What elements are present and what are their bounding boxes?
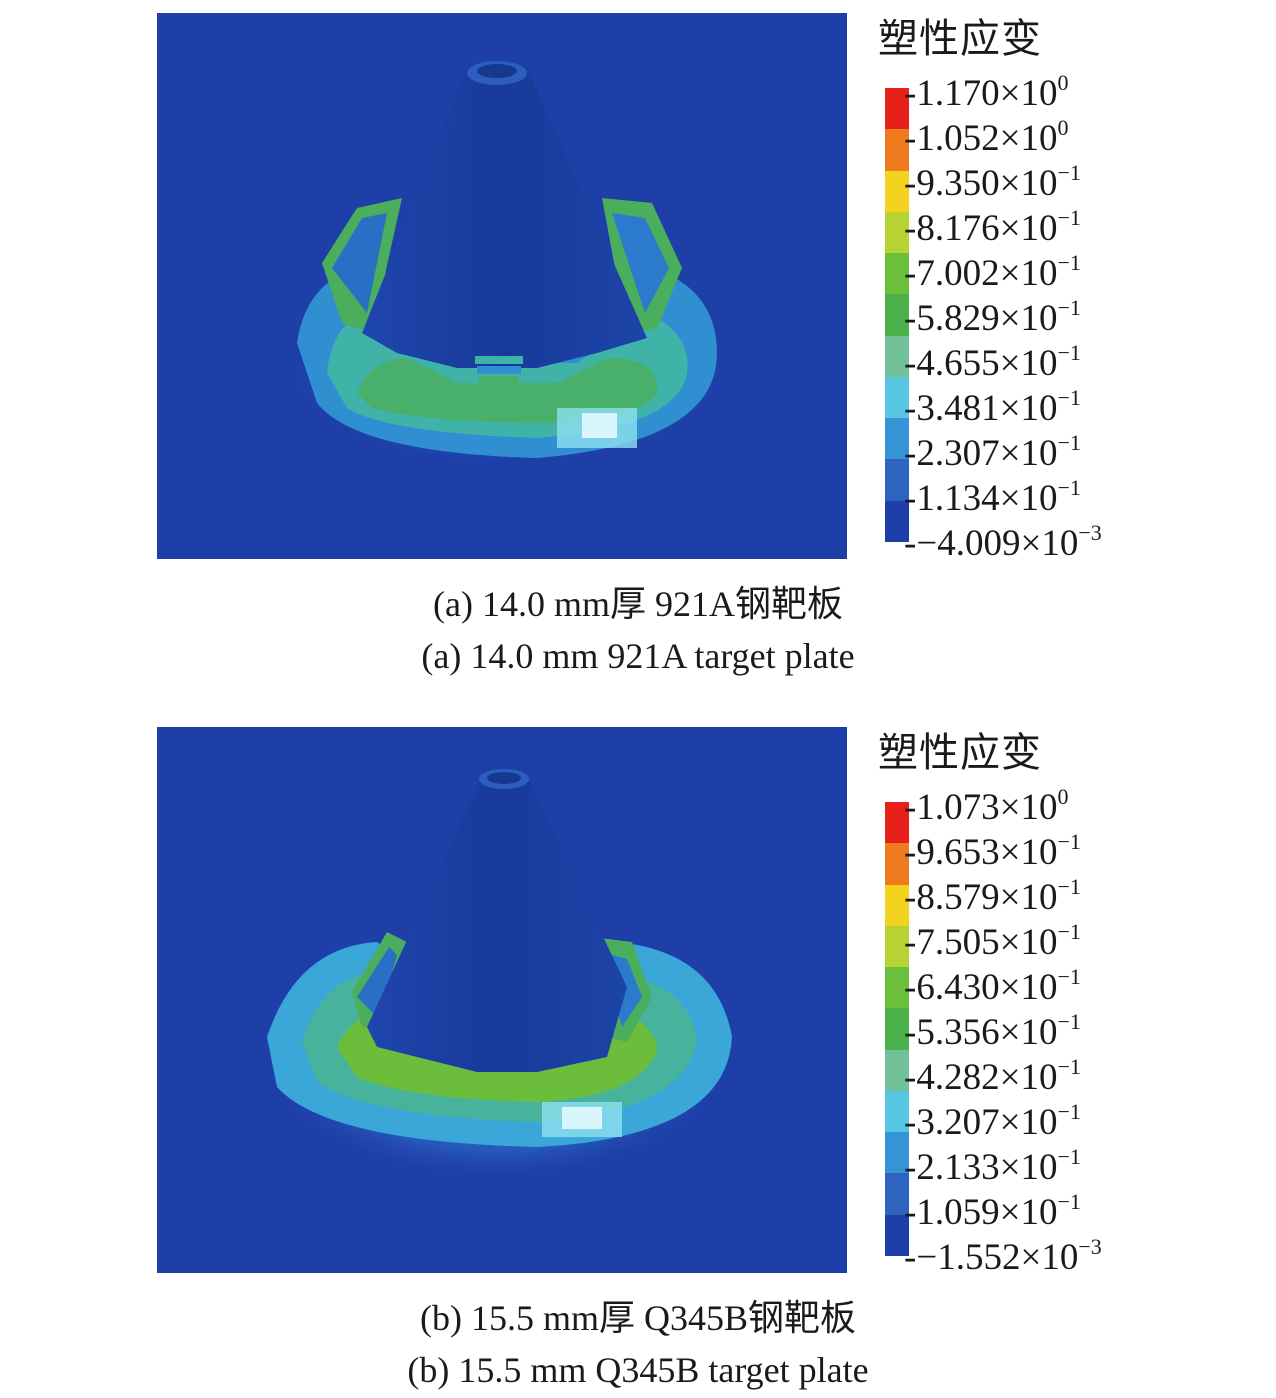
- caption-chinese: (b) 15.5 mm厚 Q345B钢靶板: [420, 1298, 856, 1338]
- colorbar-swatch: [885, 802, 909, 844]
- colorbar-tick-label: -3.481×10−1: [904, 385, 1081, 429]
- colorbar-tick-label: -9.653×10−1: [904, 829, 1081, 873]
- colorbar-tick-label: -5.356×10−1: [904, 1009, 1081, 1053]
- colorbar-swatch: [885, 1173, 909, 1215]
- colorbar-swatch: [885, 170, 909, 212]
- colorbar-swatch: [885, 376, 909, 419]
- caption-english: (b) 15.5 mm Q345B target plate: [407, 1350, 869, 1390]
- colorbar-tick-label: -6.430×10−1: [904, 964, 1081, 1008]
- colorbar-swatch: [885, 1049, 909, 1091]
- colorbar-swatch: [885, 335, 909, 377]
- colorbar-swatch: [885, 967, 909, 1009]
- colorbar-tick-label: -4.282×10−1: [904, 1054, 1081, 1098]
- colorbar: [885, 88, 909, 542]
- colorbar-tick-label: -2.307×10−1: [904, 430, 1081, 474]
- legend-title: 塑性应变: [878, 16, 1042, 62]
- colorbar-tick-label: -−1.552×10−3: [904, 1234, 1102, 1278]
- colorbar-tick-label: -8.176×10−1: [904, 205, 1081, 249]
- caption-english: (a) 14.0 mm 921A target plate: [421, 636, 855, 676]
- colorbar-swatch: [885, 253, 909, 295]
- colorbar-swatch: [885, 1132, 909, 1174]
- colorbar-swatch: [885, 843, 909, 885]
- colorbar-swatch: [885, 925, 909, 968]
- colorbar-tick-label: -7.002×10−1: [904, 250, 1081, 294]
- colorbar-tick-label: -7.505×10−1: [904, 919, 1081, 963]
- caption-chinese: (a) 14.0 mm厚 921A钢靶板: [433, 584, 843, 624]
- colorbar-swatch: [885, 1008, 909, 1050]
- colorbar-tick-label: -1.052×100: [904, 115, 1069, 159]
- colorbar-swatch: [885, 418, 909, 460]
- colorbar-swatch: [885, 88, 909, 130]
- colorbar-tick-label: -−4.009×10−3: [904, 520, 1102, 564]
- plastic-strain-contour-image-a: [157, 13, 847, 559]
- colorbar-tick-label: -1.073×100: [904, 784, 1069, 828]
- colorbar-swatch: [885, 129, 909, 171]
- colorbar-swatch: [885, 884, 909, 926]
- plastic-strain-contour-image-b: [157, 727, 847, 1273]
- colorbar-tick-label: -1.134×10−1: [904, 475, 1081, 519]
- colorbar-tick-label: -4.655×10−1: [904, 340, 1081, 384]
- colorbar-swatch: [885, 211, 909, 254]
- colorbar: [885, 802, 909, 1256]
- colorbar-tick-label: -3.207×10−1: [904, 1099, 1081, 1143]
- colorbar-swatch: [885, 1090, 909, 1133]
- colorbar-swatch: [885, 1214, 909, 1256]
- legend-title: 塑性应变: [878, 730, 1042, 776]
- colorbar-tick-label: -8.579×10−1: [904, 874, 1081, 918]
- colorbar-tick-label: -5.829×10−1: [904, 295, 1081, 339]
- colorbar-tick-label: -1.059×10−1: [904, 1189, 1081, 1233]
- colorbar-tick-label: -9.350×10−1: [904, 160, 1081, 204]
- colorbar-swatch: [885, 294, 909, 336]
- colorbar-tick-label: -1.170×100: [904, 70, 1069, 114]
- colorbar-tick-label: -2.133×10−1: [904, 1144, 1081, 1188]
- colorbar-swatch: [885, 500, 909, 542]
- colorbar-swatch: [885, 459, 909, 501]
